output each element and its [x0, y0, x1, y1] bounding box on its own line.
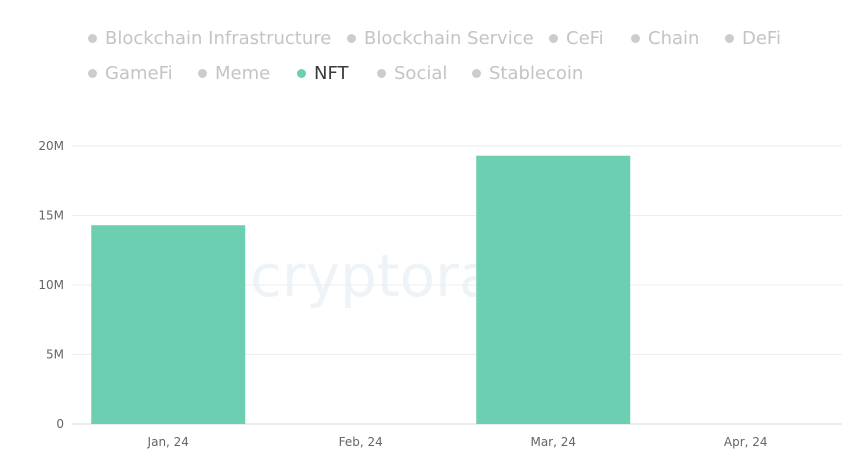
legend-dot-icon — [631, 34, 640, 43]
legend-item-nft[interactable]: NFT — [297, 63, 349, 84]
y-tick-label: 0 — [56, 417, 64, 431]
chart-legend: Blockchain Infrastructure Blockchain Ser… — [0, 0, 861, 100]
bar-mar-24[interactable] — [476, 155, 631, 425]
legend-item-cefi[interactable]: CeFi — [549, 28, 604, 49]
x-axis: Jan, 24 Feb, 24 Mar, 24 Apr, 24 — [147, 435, 768, 449]
y-tick-label: 5M — [46, 348, 64, 362]
x-tick-label: Apr, 24 — [724, 435, 768, 449]
legend-dot-icon — [88, 69, 97, 78]
x-tick-label: Mar, 24 — [530, 435, 576, 449]
y-axis: 0 5M 10M 15M 20M — [38, 139, 64, 431]
legend-label: NFT — [314, 63, 349, 84]
legend-dot-icon — [347, 34, 356, 43]
legend-label: DeFi — [742, 28, 781, 49]
legend-dot-icon — [377, 69, 386, 78]
legend-item-meme[interactable]: Meme — [198, 63, 270, 84]
legend-dot-icon — [725, 34, 734, 43]
legend-dot-icon — [472, 69, 481, 78]
legend-dot-icon — [198, 69, 207, 78]
y-tick-label: 20M — [38, 139, 64, 153]
legend-label: Meme — [215, 63, 271, 84]
legend-label: GameFi — [105, 63, 173, 84]
legend-item-social[interactable]: Social — [377, 63, 447, 84]
legend-item-blockchain-infrastructure[interactable]: Blockchain Infrastructure — [88, 28, 331, 49]
bar-jan-24[interactable] — [91, 225, 246, 424]
legend-label: CeFi — [566, 28, 604, 49]
x-tick-label: Feb, 24 — [339, 435, 383, 449]
y-tick-label: 10M — [38, 278, 64, 292]
x-tick-label: Jan, 24 — [147, 435, 189, 449]
legend-dot-icon — [88, 34, 97, 43]
y-tick-label: 15M — [38, 209, 64, 223]
legend-item-blockchain-service[interactable]: Blockchain Service — [347, 28, 534, 49]
legend-label: Blockchain Infrastructure — [105, 28, 332, 49]
legend-label: Social — [394, 63, 448, 84]
legend-label: Chain — [648, 28, 700, 49]
bars — [91, 155, 631, 425]
legend-label: Blockchain Service — [364, 28, 534, 49]
legend-item-gamefi[interactable]: GameFi — [88, 63, 173, 84]
legend-item-chain[interactable]: Chain — [631, 28, 699, 49]
legend-item-defi[interactable]: DeFi — [725, 28, 781, 49]
legend-dot-icon — [549, 34, 558, 43]
legend-label: Stablecoin — [489, 63, 584, 84]
legend-item-stablecoin[interactable]: Stablecoin — [472, 63, 583, 84]
legend-dot-icon — [297, 69, 306, 78]
